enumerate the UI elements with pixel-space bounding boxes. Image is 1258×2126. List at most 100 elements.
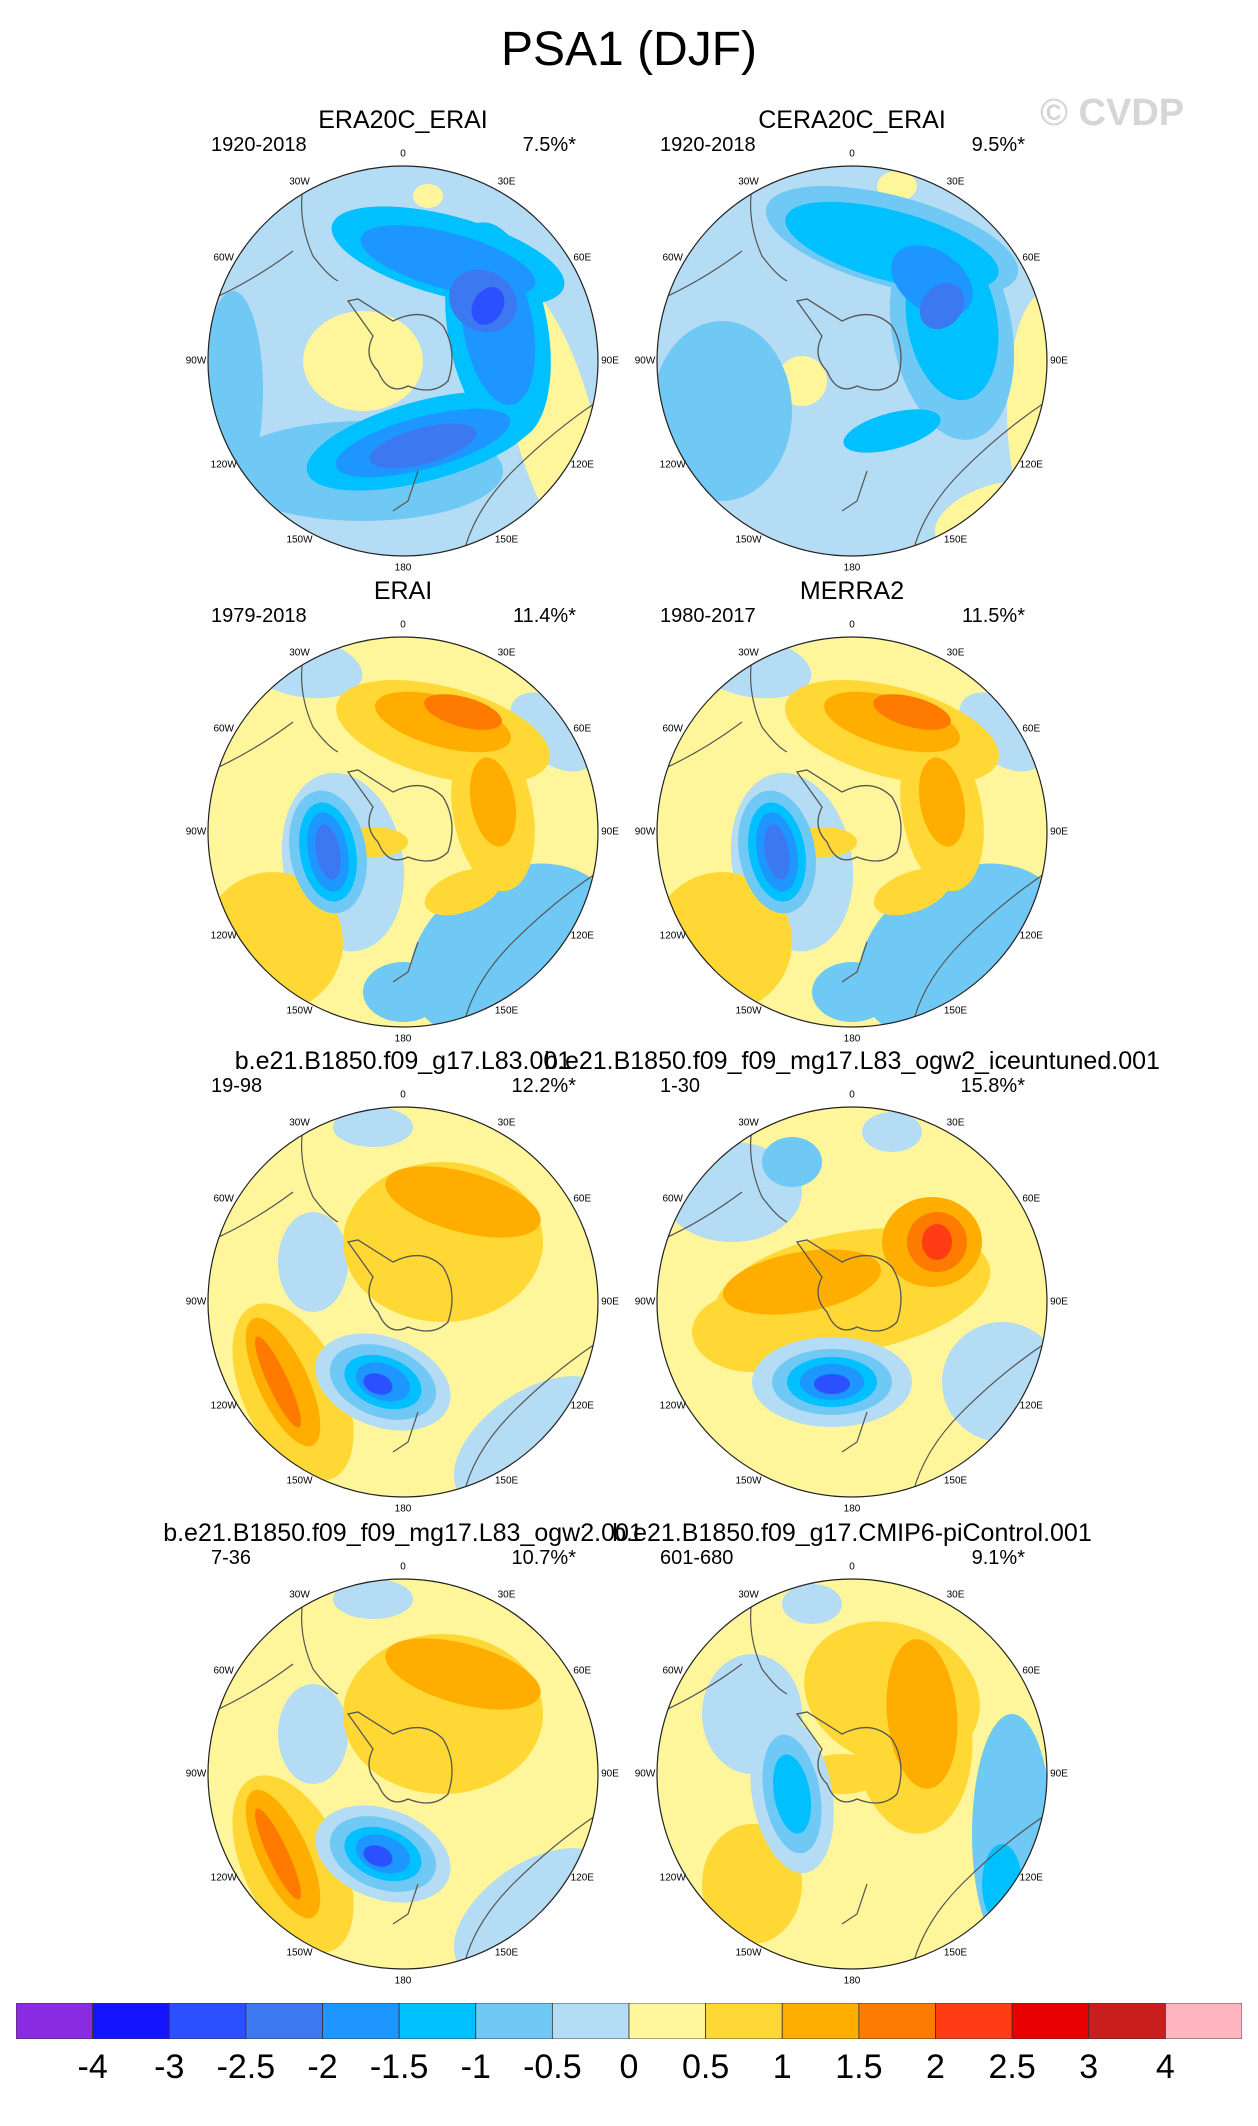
colorbar-swatch [705,2003,783,2039]
lon-0-label: 0 [400,148,406,160]
map-border [656,1106,1048,1498]
lon-60e-label: 60E [573,1665,592,1676]
polar-map-8 [656,1578,1048,1970]
polar-map-4 [656,636,1048,1028]
lon-90e-label: 90E [1050,826,1068,838]
australia-coastline [392,871,598,1027]
lon-30e-label: 30E [946,1117,965,1129]
colorbar [16,2003,1242,2039]
lon-120e-label: 120E [570,1400,594,1411]
contour-region [363,1845,393,1867]
map-border [656,636,1048,1028]
lon-90w-label: 90W [634,826,656,838]
lon-150w-label: 150W [286,1005,313,1017]
lon-0-label: 0 [400,1561,406,1573]
lon-60w-label: 60W [213,252,234,263]
lon-30w-label: 30W [738,647,759,659]
lon-180-label: 180 [843,1975,861,1987]
lon-60w-label: 60W [213,1193,234,1204]
panel-title: b.e21.B1850.f09_f09_mg17.L83_ogw2.001 [163,1519,643,1547]
colorbar-swatch [551,2003,630,2039]
lon-150w-label: 150W [286,1475,313,1487]
lon-90w-label: 90W [185,1768,207,1780]
panel-variance-pct: 11.5%* [961,605,1025,627]
panel-title: ERAI [373,577,433,605]
contour-region [315,824,341,880]
colorbar-label: -3 [154,2048,185,2086]
contour-region [255,1336,301,1428]
australia-coastline [841,871,1047,1027]
colorbar-label: 1 [772,2048,792,2086]
colorbar-label: 0.5 [681,2048,730,2086]
panel-years: 601-680 [660,1547,734,1569]
map-border [207,636,599,1028]
lon-60e-label: 60E [1022,723,1041,734]
contour-region [333,1107,413,1147]
lon-120e-label: 120E [570,930,594,941]
lon-90w-label: 90W [634,1768,656,1780]
lon-30e-label: 30E [497,1589,516,1601]
contour-region [413,184,443,208]
panel-years: 19-98 [211,1075,263,1097]
contour-region [982,1844,1022,1924]
lon-90w-label: 90W [185,826,207,838]
lon-0-label: 0 [400,1089,406,1101]
australia-coastline [392,400,598,556]
contour-region [255,1808,301,1900]
contour-region [363,962,443,1022]
lon-60e-label: 60E [1022,252,1041,263]
colorbar-swatch [1011,2003,1090,2039]
colorbar-label: 2 [926,2048,945,2086]
lon-150e-label: 150E [494,1947,519,1959]
contour-region [862,1112,922,1152]
contour-region [363,1373,393,1395]
panel-title: CERA20C_ERAI [758,106,946,134]
colorbar-swatch [475,2003,553,2039]
australia-coastline [392,1341,598,1497]
lon-90w-label: 90W [185,355,207,367]
lon-120w-label: 120W [659,459,686,470]
lon-90w-label: 90W [634,1296,656,1308]
australia-coastline [841,1813,1047,1969]
lon-120w-label: 120W [659,1872,686,1883]
lon-180-label: 180 [394,562,412,574]
map-border [207,1106,599,1498]
lon-120e-label: 120E [1019,1400,1043,1411]
lon-120e-label: 120E [1019,459,1043,470]
lon-150e-label: 150E [494,534,519,546]
colorbar-swatch [16,2003,94,2039]
lon-60w-label: 60W [662,252,683,263]
lon-180-label: 180 [394,1033,412,1045]
lon-150w-label: 150W [286,1947,313,1959]
lon-0-label: 0 [849,619,855,631]
lon-90e-label: 90E [1050,355,1068,367]
polar-map-6 [656,1106,1048,1498]
polar-map-5 [207,1106,599,1498]
polar-map-7 [207,1578,599,1970]
lon-120e-label: 120E [1019,930,1043,941]
colorbar-label: -2 [307,2048,338,2086]
lon-180-label: 180 [843,1503,861,1515]
contour-region [812,962,892,1022]
map-border [656,165,1048,557]
lon-30e-label: 30E [946,1589,965,1601]
watermark: © CVDP [1040,92,1185,134]
colorbar-swatch [92,2003,170,2039]
lon-150w-label: 150W [735,1475,762,1487]
contour-region [782,1584,842,1624]
lon-120w-label: 120W [659,930,686,941]
colorbar-label: 1.5 [835,2048,883,2086]
lon-30e-label: 30E [497,1117,516,1129]
colorbar-swatch [168,2003,247,2039]
contour-region [824,691,960,753]
panel-years: 1980-2017 [660,605,756,627]
lon-150e-label: 150E [943,1475,968,1487]
lon-60e-label: 60E [1022,1193,1041,1204]
lon-180-label: 180 [843,1033,861,1045]
contour-region [762,1137,822,1187]
page-title: PSA1 (DJF) [500,23,758,76]
lon-120w-label: 120W [659,1400,686,1411]
contour-region [814,1374,850,1394]
contour-region [303,311,423,411]
lon-30e-label: 30E [946,176,965,188]
